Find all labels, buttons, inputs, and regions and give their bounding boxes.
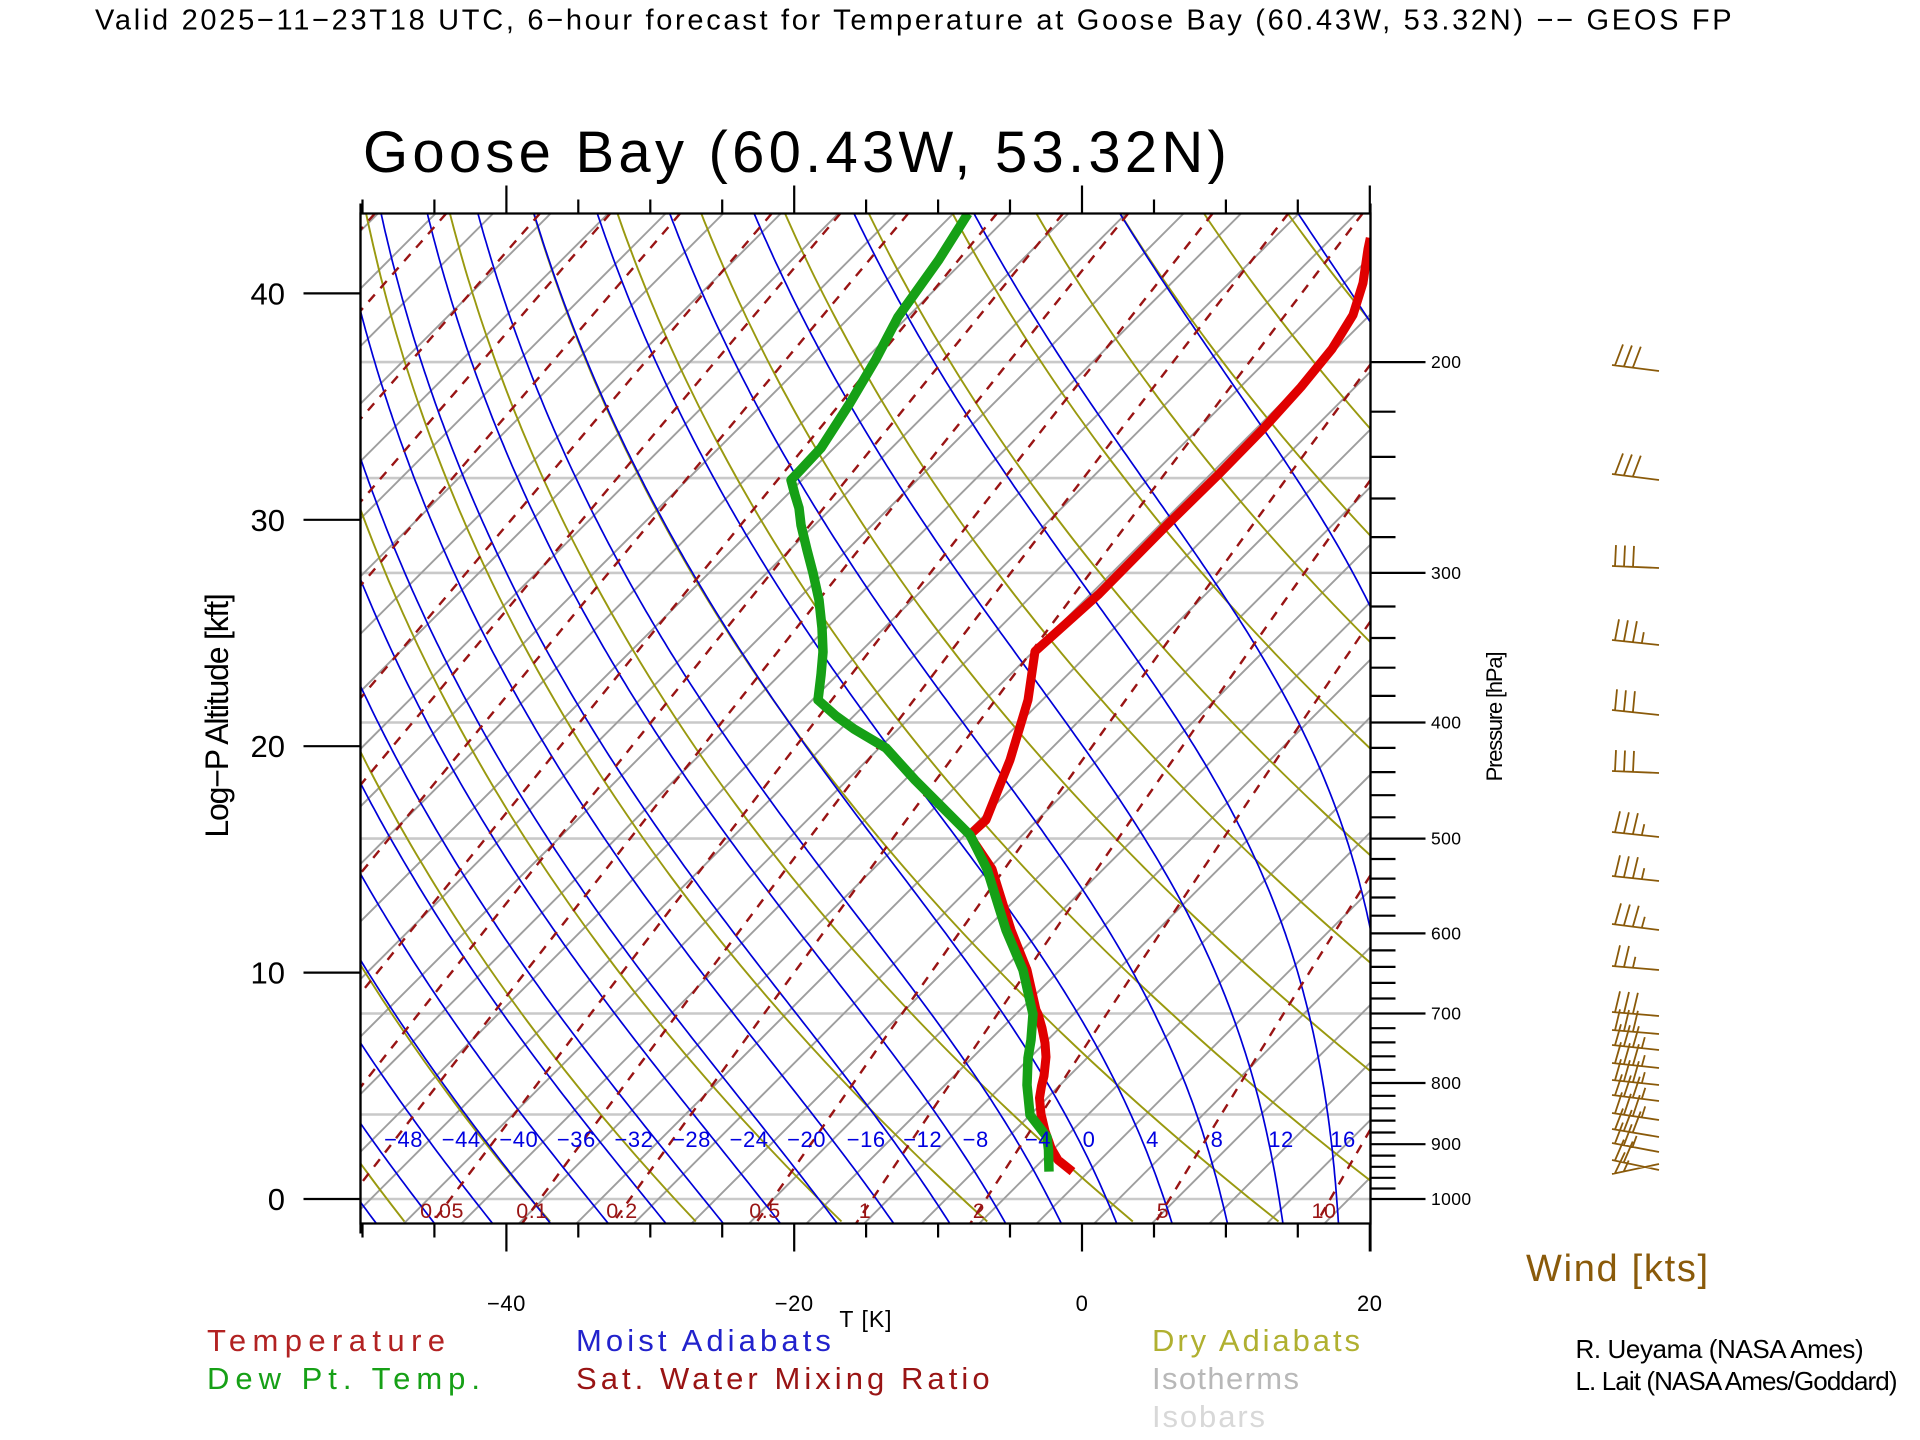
svg-text:Sat. Water Mixing Ratio: Sat. Water Mixing Ratio <box>576 1361 994 1396</box>
svg-text:20: 20 <box>1357 1291 1382 1316</box>
svg-text:−8: −8 <box>963 1127 989 1152</box>
svg-text:30: 30 <box>251 503 285 538</box>
svg-text:R. Ueyama (NASA Ames): R. Ueyama (NASA Ames) <box>1576 1334 1864 1364</box>
svg-text:500: 500 <box>1431 829 1461 849</box>
svg-text:−16: −16 <box>847 1127 886 1152</box>
svg-text:T [K]: T [K] <box>839 1306 892 1332</box>
svg-text:8: 8 <box>1211 1127 1224 1152</box>
svg-text:−4: −4 <box>1025 1127 1051 1152</box>
svg-text:600: 600 <box>1431 923 1461 943</box>
svg-text:0: 0 <box>1076 1291 1089 1316</box>
svg-text:Goose Bay (60.43W, 53.32N): Goose Bay (60.43W, 53.32N) <box>363 120 1231 185</box>
svg-text:5: 5 <box>1157 1199 1169 1223</box>
svg-text:−12: −12 <box>903 1127 942 1152</box>
svg-text:20: 20 <box>251 729 285 764</box>
svg-text:10: 10 <box>1312 1199 1337 1223</box>
svg-text:200: 200 <box>1431 352 1461 372</box>
svg-text:Dew Pt. Temp.: Dew Pt. Temp. <box>207 1361 486 1396</box>
svg-text:0: 0 <box>268 1182 285 1217</box>
svg-text:1: 1 <box>859 1199 871 1223</box>
svg-text:1000: 1000 <box>1431 1189 1472 1209</box>
svg-text:L. Lait (NASA Ames/Goddard): L. Lait (NASA Ames/Goddard) <box>1576 1366 1897 1396</box>
svg-text:0: 0 <box>1083 1127 1096 1152</box>
svg-text:40: 40 <box>251 276 285 311</box>
svg-text:2: 2 <box>973 1199 985 1223</box>
svg-text:4: 4 <box>1146 1127 1159 1152</box>
svg-text:400: 400 <box>1431 713 1461 733</box>
svg-text:Isotherms: Isotherms <box>1152 1361 1300 1396</box>
svg-text:800: 800 <box>1431 1073 1461 1093</box>
svg-text:−20: −20 <box>787 1127 826 1152</box>
svg-text:0.2: 0.2 <box>606 1199 637 1223</box>
svg-text:−36: −36 <box>557 1127 596 1152</box>
svg-text:Moist Adiabats: Moist Adiabats <box>576 1323 835 1358</box>
svg-text:700: 700 <box>1431 1004 1461 1024</box>
svg-text:0.1: 0.1 <box>516 1199 547 1223</box>
svg-text:−24: −24 <box>730 1127 769 1152</box>
svg-text:Isobars: Isobars <box>1152 1399 1267 1434</box>
svg-text:−48: −48 <box>384 1127 423 1152</box>
svg-text:10: 10 <box>251 956 285 991</box>
svg-text:−20: −20 <box>775 1291 814 1316</box>
svg-text:16: 16 <box>1330 1127 1355 1152</box>
svg-text:Temperature: Temperature <box>207 1323 451 1358</box>
svg-text:Log−P Altitude [kft]: Log−P Altitude [kft] <box>199 594 235 837</box>
svg-text:900: 900 <box>1431 1134 1461 1154</box>
svg-text:12: 12 <box>1268 1127 1293 1152</box>
svg-text:−40: −40 <box>487 1291 526 1316</box>
svg-text:0.05: 0.05 <box>420 1199 464 1223</box>
svg-text:300: 300 <box>1431 563 1461 583</box>
svg-text:Wind [kts]: Wind [kts] <box>1526 1248 1710 1290</box>
svg-text:Valid 2025−11−23T18 UTC, 6−hou: Valid 2025−11−23T18 UTC, 6−hour forecast… <box>95 5 1734 37</box>
svg-text:−44: −44 <box>442 1127 481 1152</box>
svg-text:Pressure [hPa]: Pressure [hPa] <box>1482 653 1507 782</box>
svg-text:−28: −28 <box>672 1127 711 1152</box>
svg-text:Dry Adiabats: Dry Adiabats <box>1152 1323 1363 1358</box>
svg-text:−40: −40 <box>499 1127 538 1152</box>
svg-text:−32: −32 <box>614 1127 653 1152</box>
svg-text:0.5: 0.5 <box>749 1199 780 1223</box>
